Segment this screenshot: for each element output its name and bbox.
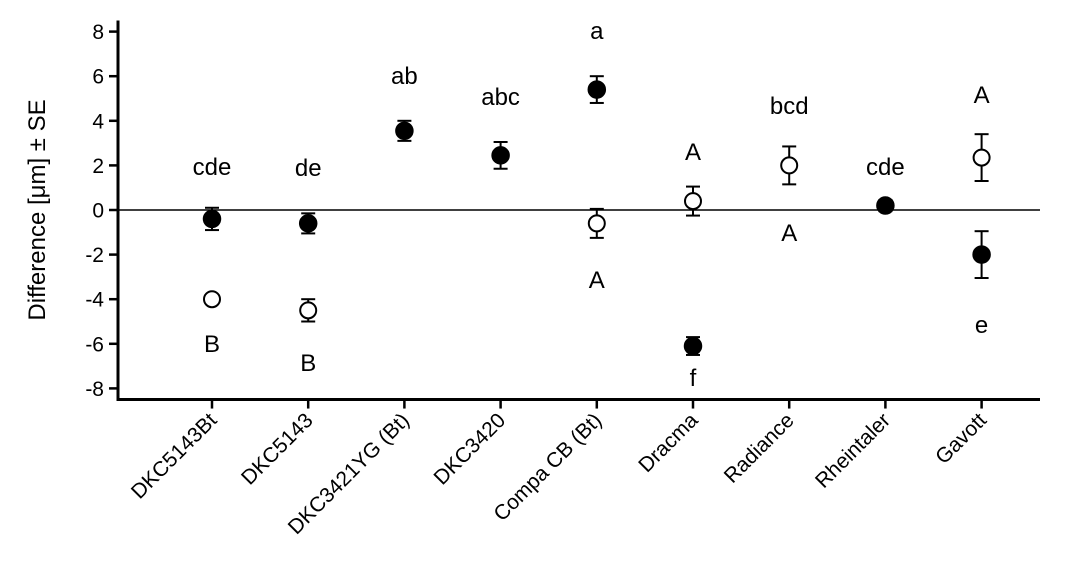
marks: cde de ab abc a f bcd cde e B B A A A A (193, 18, 991, 392)
significance-letter-lower: de (295, 155, 322, 182)
filled-point (683, 336, 703, 356)
significance-letter-upper: A (685, 139, 701, 166)
significance-letter-upper: A (974, 82, 990, 109)
filled-point (202, 209, 222, 229)
filled-point (491, 146, 510, 165)
x-tick-label: Radiance (720, 409, 799, 488)
open-point (972, 148, 991, 167)
open-point (684, 192, 702, 211)
significance-letter-lower: cde (866, 154, 905, 181)
significance-letter-upper: B (204, 331, 220, 358)
x-tick-label: DKC5143Bt (127, 409, 222, 504)
significance-letter-upper: B (300, 350, 316, 377)
open-point (780, 156, 799, 175)
significance-letter-upper: A (589, 267, 605, 294)
y-tick-label: 4 (92, 110, 104, 133)
y-tick-label: 8 (92, 21, 104, 44)
x-tick-label: Gavott (931, 409, 991, 469)
x-tick-label: DKC5143 (237, 409, 318, 490)
open-point (203, 290, 221, 309)
y-tick-label: -4 (85, 289, 104, 312)
filled-point (298, 214, 318, 233)
y-tick-label: 6 (92, 66, 104, 89)
y-axis-title: Difference [μm] ± SE (24, 99, 51, 320)
y-tick-label: 0 (92, 200, 104, 223)
filled-point (395, 121, 414, 141)
significance-letter-lower: f (690, 365, 697, 392)
y-tick-label: -6 (85, 333, 104, 356)
significance-letter-lower: a (590, 18, 604, 45)
y-tick-label: 2 (92, 155, 104, 178)
filled-point (587, 80, 607, 99)
significance-letter-lower: bcd (770, 93, 809, 120)
y-tick-label: -8 (85, 378, 104, 401)
x-tick-label: Dracma (634, 409, 702, 477)
x-tick-label: Rheintaler (811, 409, 895, 493)
filled-point (876, 196, 895, 215)
significance-letter-lower: abc (481, 84, 520, 111)
open-point (587, 214, 606, 233)
significance-letter-lower: cde (193, 154, 232, 181)
significance-letter-upper: A (781, 220, 797, 247)
y-tick-label: -2 (85, 244, 104, 267)
open-point (299, 301, 318, 320)
filled-point (972, 245, 991, 264)
x-tick-label: DKC3420 (429, 409, 510, 490)
significance-letter-lower: ab (391, 63, 418, 90)
significance-letter-lower: e (975, 312, 988, 339)
